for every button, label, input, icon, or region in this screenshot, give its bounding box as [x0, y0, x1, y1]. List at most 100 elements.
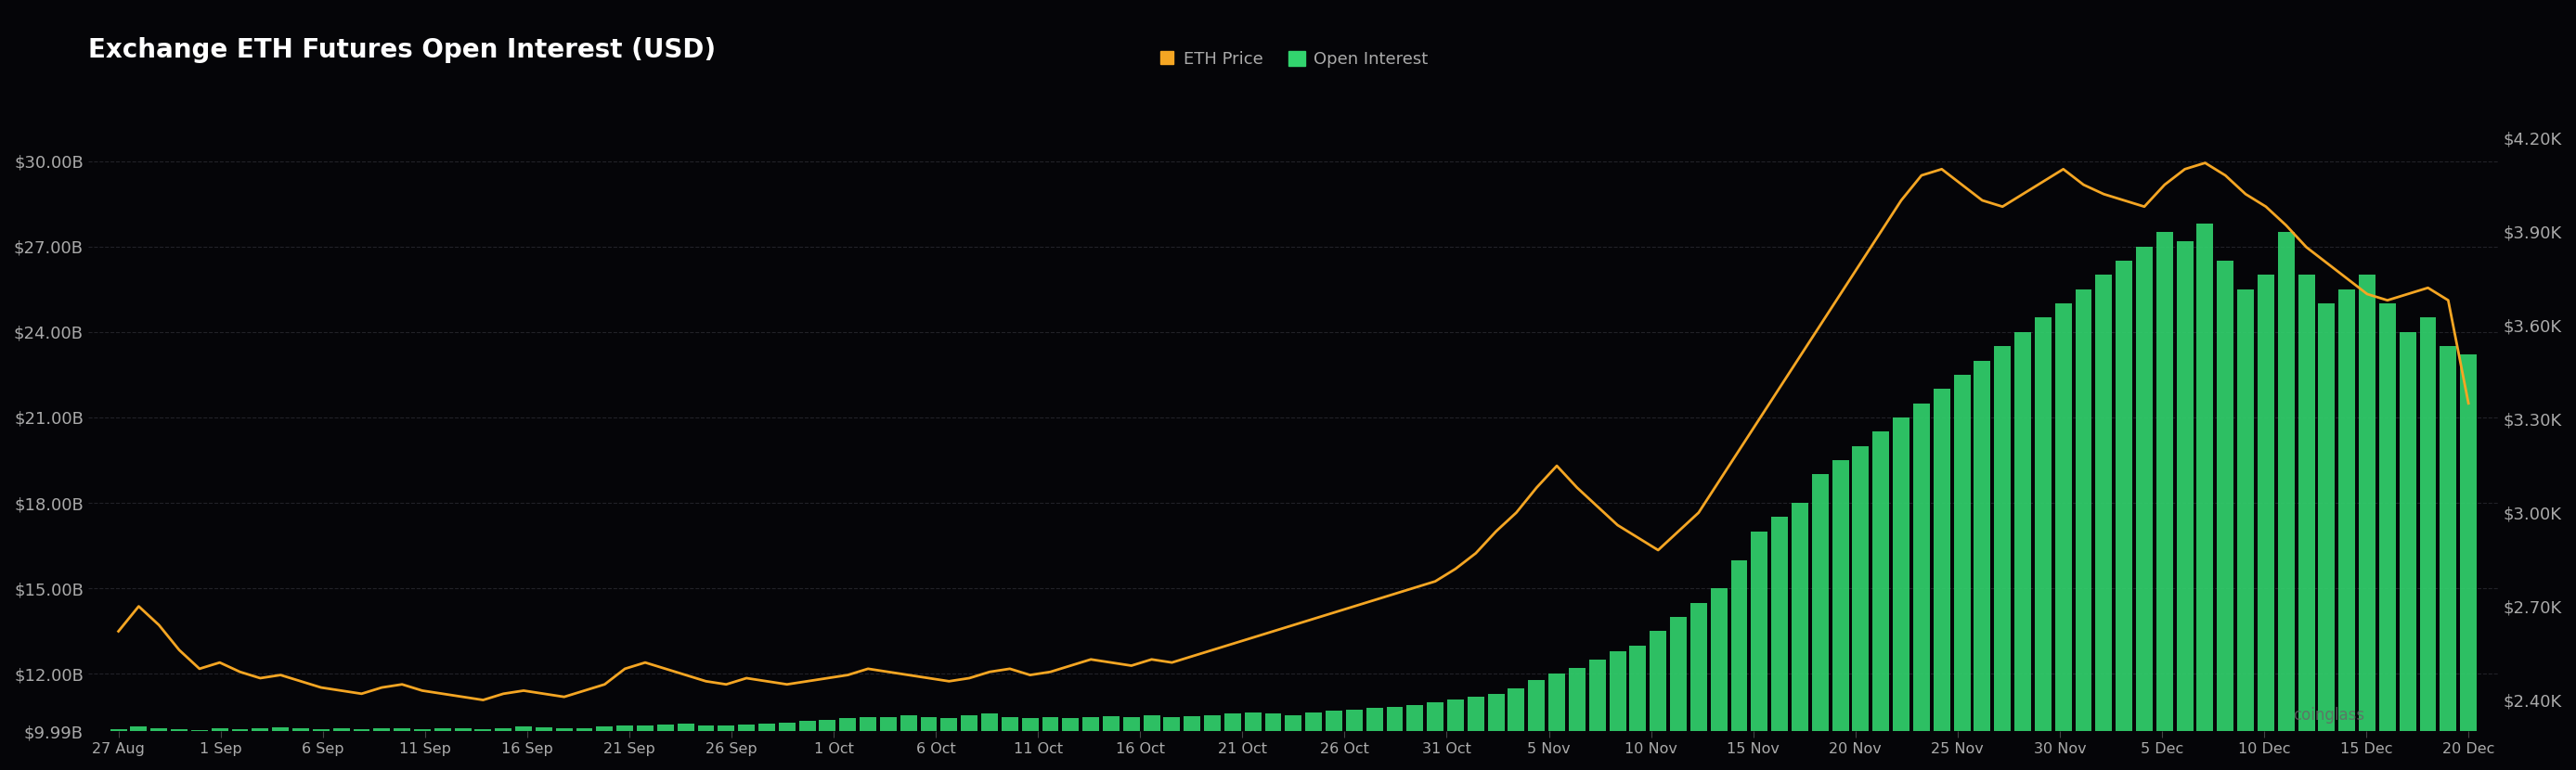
Bar	[2076, 290, 2092, 770]
Bar	[1144, 715, 1159, 770]
Bar	[1507, 688, 1525, 770]
Bar	[474, 729, 492, 770]
Bar	[111, 729, 126, 770]
Bar	[435, 728, 451, 770]
Bar	[1811, 474, 1829, 770]
Bar	[312, 729, 330, 770]
Bar	[2257, 275, 2275, 770]
Bar	[1772, 517, 1788, 770]
Bar	[2197, 223, 2213, 770]
Bar	[2419, 318, 2437, 770]
Bar	[2277, 233, 2295, 770]
Bar	[940, 718, 958, 770]
Bar	[1589, 660, 1605, 770]
Bar	[1669, 617, 1687, 770]
Bar	[1973, 360, 1991, 770]
Legend: ETH Price, Open Interest: ETH Price, Open Interest	[1151, 45, 1435, 75]
Bar	[1386, 707, 1404, 770]
Bar	[1489, 694, 1504, 770]
Bar	[2056, 303, 2071, 770]
Bar	[1023, 718, 1038, 770]
Bar	[2380, 303, 2396, 770]
Bar	[149, 728, 167, 770]
Bar	[1793, 503, 1808, 770]
Bar	[232, 729, 247, 770]
Bar	[677, 724, 693, 770]
Bar	[1649, 631, 1667, 770]
Text: Exchange ETH Futures Open Interest (USD): Exchange ETH Futures Open Interest (USD)	[88, 37, 716, 63]
Bar	[1103, 716, 1121, 770]
Bar	[2218, 261, 2233, 770]
Bar	[577, 728, 592, 770]
Bar	[1914, 403, 1929, 770]
Bar	[1610, 651, 1625, 770]
Text: coinglass: coinglass	[2293, 707, 2365, 724]
Bar	[1752, 531, 1767, 770]
Bar	[1448, 700, 1463, 770]
Bar	[799, 721, 817, 770]
Bar	[2136, 246, 2154, 770]
Bar	[981, 714, 997, 770]
Bar	[778, 722, 796, 770]
Bar	[1345, 710, 1363, 770]
Bar	[1285, 715, 1301, 770]
Bar	[536, 728, 551, 770]
Bar	[394, 728, 410, 770]
Bar	[881, 717, 896, 770]
Bar	[739, 725, 755, 770]
Bar	[598, 727, 613, 770]
Bar	[131, 727, 147, 770]
Bar	[2398, 332, 2416, 770]
Bar	[1994, 346, 2012, 770]
Bar	[719, 726, 734, 770]
Bar	[860, 717, 876, 770]
Bar	[191, 731, 209, 770]
Bar	[1690, 603, 1708, 770]
Bar	[961, 715, 979, 770]
Bar	[1569, 668, 1584, 770]
Bar	[1002, 717, 1018, 770]
Bar	[353, 729, 371, 770]
Bar	[2460, 355, 2476, 770]
Bar	[1306, 712, 1321, 770]
Bar	[273, 728, 289, 770]
Bar	[1123, 717, 1139, 770]
Bar	[2339, 290, 2354, 770]
Bar	[1365, 708, 1383, 770]
Bar	[170, 729, 188, 770]
Bar	[2298, 275, 2316, 770]
Bar	[1953, 375, 1971, 770]
Bar	[1528, 680, 1546, 770]
Bar	[2035, 318, 2050, 770]
Bar	[252, 728, 268, 770]
Bar	[757, 724, 775, 770]
Bar	[556, 728, 572, 770]
Bar	[2094, 275, 2112, 770]
Bar	[2115, 261, 2133, 770]
Bar	[1406, 705, 1425, 770]
Bar	[1244, 712, 1262, 770]
Bar	[920, 717, 938, 770]
Bar	[1043, 717, 1059, 770]
Bar	[657, 725, 675, 770]
Bar	[1082, 717, 1100, 770]
Bar	[1548, 674, 1566, 770]
Bar	[2177, 241, 2192, 770]
Bar	[2156, 233, 2174, 770]
Bar	[1327, 711, 1342, 770]
Bar	[1893, 417, 1909, 770]
Bar	[1631, 645, 1646, 770]
Bar	[332, 728, 350, 770]
Bar	[1731, 560, 1747, 770]
Bar	[840, 718, 855, 770]
Bar	[819, 719, 835, 770]
Bar	[1873, 432, 1888, 770]
Bar	[1427, 702, 1443, 770]
Bar	[1710, 588, 1726, 770]
Bar	[1061, 718, 1079, 770]
Bar	[698, 725, 714, 770]
Bar	[1164, 717, 1180, 770]
Bar	[2360, 275, 2375, 770]
Bar	[374, 728, 389, 770]
Bar	[616, 725, 634, 770]
